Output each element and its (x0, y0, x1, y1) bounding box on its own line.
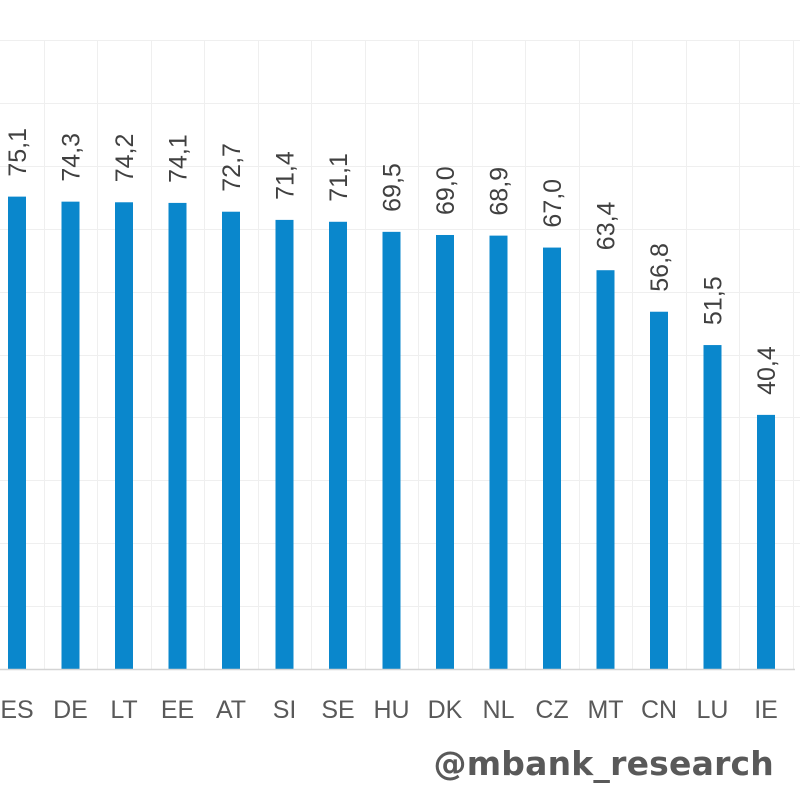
bar-nl (489, 235, 508, 669)
data-label-de: 74,3 (58, 133, 86, 182)
x-tick-label-lt: LT (110, 696, 137, 724)
data-labels: 75,1 74,3 74,2 74,1 72,7 71,4 71,1 69,5 69,0 68,9… (4, 128, 781, 395)
x-tick-label-se: SE (321, 696, 354, 724)
data-label-si: 71,4 (272, 151, 300, 200)
bar-cn (650, 311, 668, 669)
bar-cz (543, 247, 561, 669)
bar-hu (382, 231, 401, 669)
data-label-at: 72,7 (218, 143, 246, 192)
x-tick-label-mt: MT (587, 696, 623, 724)
x-tick-label-hu: HU (373, 696, 409, 724)
x-tick-label-at: AT (216, 696, 246, 724)
bar-ee (168, 202, 187, 669)
x-tick-labels: ES DE LT EE AT SI SE HU DK NL CZ MT CN LU IE (0, 696, 777, 724)
data-label-cz: 67,0 (539, 179, 567, 228)
x-tick-label-dk: DK (428, 696, 463, 724)
x-tick-label-es: ES (0, 696, 33, 724)
data-label-cn: 56,8 (646, 243, 674, 292)
gridlines (0, 40, 800, 669)
watermark-text: @mbank_research (433, 744, 774, 783)
bar-es (8, 196, 26, 669)
data-label-hu: 69,5 (379, 163, 407, 212)
data-label-se: 71,1 (325, 153, 353, 202)
bar-de (61, 201, 80, 669)
x-tick-label-cn: CN (641, 696, 677, 724)
bar-lu (703, 345, 722, 669)
data-label-lt: 74,2 (111, 134, 139, 183)
x-tick-label-ee: EE (161, 696, 194, 724)
bar-at (222, 211, 240, 670)
data-label-ee: 74,1 (165, 134, 193, 183)
bar-mt (596, 270, 615, 669)
data-label-dk: 69,0 (432, 166, 460, 215)
x-tick-label-lu: LU (697, 696, 729, 724)
bars (8, 196, 775, 670)
x-tick-label-nl: NL (483, 696, 515, 724)
data-label-mt: 63,4 (593, 201, 621, 250)
bar-dk (436, 234, 454, 670)
bar-ie (757, 414, 775, 669)
x-tick-label-cz: CZ (535, 696, 568, 724)
data-label-lu: 51,5 (700, 276, 728, 325)
data-label-es: 75,1 (4, 128, 32, 177)
bar-lt (115, 202, 133, 670)
bar-se (329, 221, 347, 669)
x-tick-label-ie: IE (754, 696, 778, 724)
x-tick-label-si: SI (273, 696, 297, 724)
x-tick-label-de: DE (53, 696, 88, 724)
bar-si (275, 219, 294, 670)
data-label-nl: 68,9 (486, 167, 514, 216)
data-label-ie: 40,4 (753, 346, 781, 395)
